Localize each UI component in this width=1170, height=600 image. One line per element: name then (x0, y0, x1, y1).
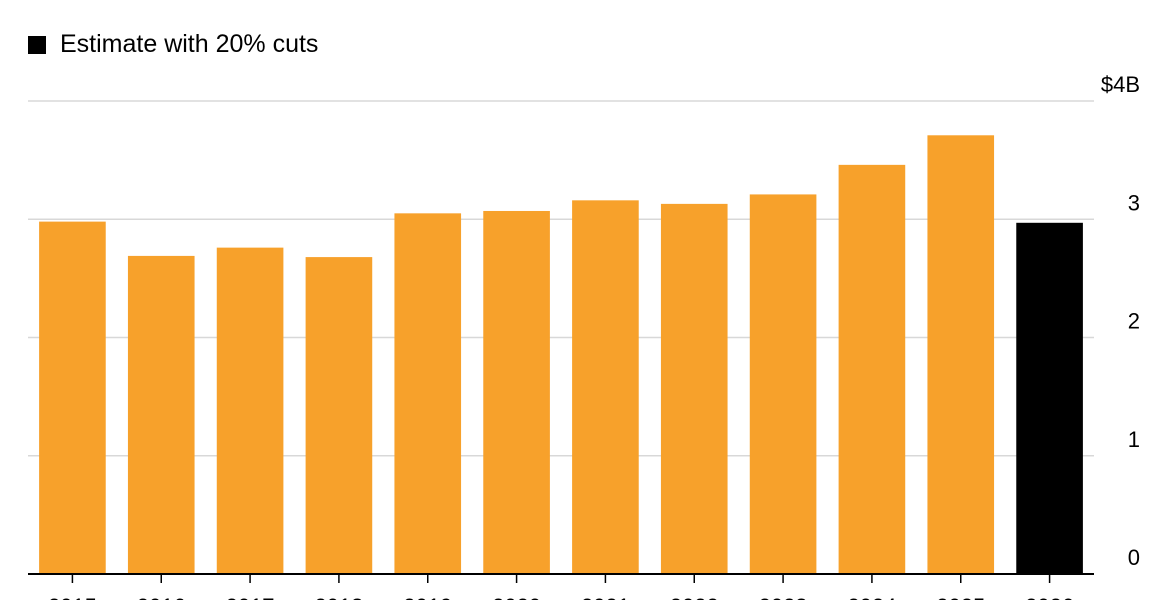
bar (39, 221, 106, 575)
bar (127, 255, 195, 574)
bar (216, 247, 284, 574)
y-tick-label: 2 (1128, 309, 1140, 334)
bar (838, 164, 906, 575)
bar (660, 203, 728, 574)
legend-swatch (28, 35, 46, 54)
x-tick-label: 2016 (137, 594, 186, 600)
x-tick-label: 2026 (1025, 594, 1074, 600)
x-tick-label: 2017 (226, 594, 275, 600)
bar (394, 213, 462, 574)
x-tick-label: 2024 (847, 594, 896, 600)
legend: Estimate with 20% cuts (28, 30, 318, 59)
x-tick-label: 2025 (936, 594, 985, 600)
bar (749, 194, 817, 575)
x-tick-label: 2015 (48, 594, 97, 600)
bar-estimate (1016, 222, 1083, 575)
y-tick-label: $4B (1101, 72, 1140, 97)
bar (305, 257, 373, 574)
x-tick-label: 2021 (581, 594, 630, 600)
x-tick-label: 2018 (314, 594, 363, 600)
y-tick-label: 1 (1128, 427, 1140, 452)
x-tick-label: 2020 (492, 594, 541, 600)
y-tick-label: 3 (1128, 190, 1140, 215)
x-tick-label: 2019 (403, 594, 452, 600)
x-tick-label: 2023 (759, 594, 808, 600)
bar (927, 135, 995, 575)
legend-label: Estimate with 20% cuts (60, 30, 319, 58)
bar (483, 210, 550, 574)
x-tick-label: 2022 (670, 594, 719, 600)
y-tick-label: 0 (1128, 545, 1140, 570)
bar (572, 200, 639, 574)
